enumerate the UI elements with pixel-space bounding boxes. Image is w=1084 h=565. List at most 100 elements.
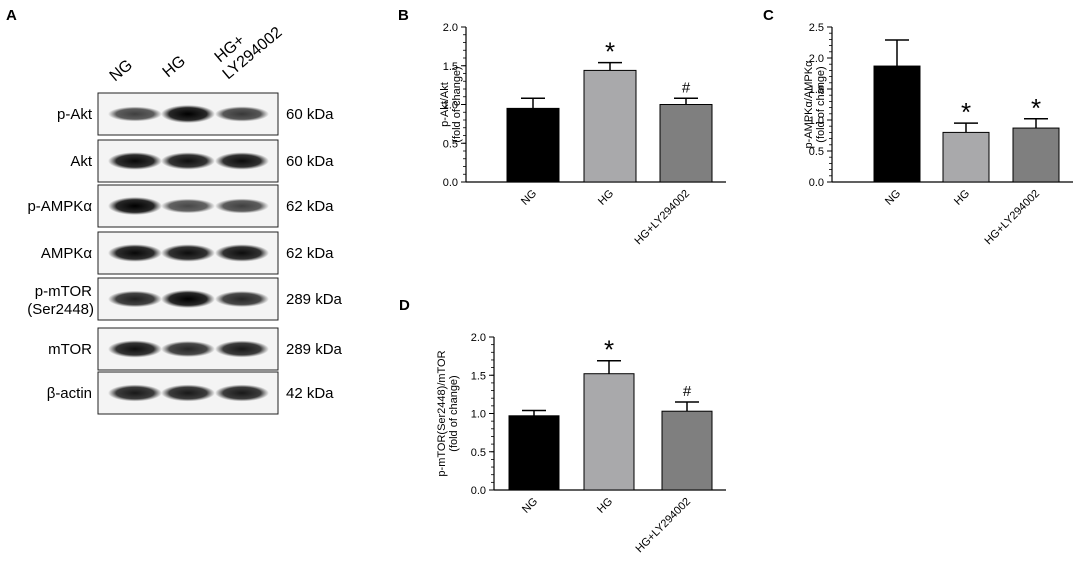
blot-band bbox=[161, 105, 215, 123]
blot-row: p-mTOR(Ser2448) 289 kDa bbox=[27, 277, 343, 321]
blot-kda: 62 kDa bbox=[286, 245, 334, 262]
significance-star: * bbox=[961, 97, 971, 127]
y-tick-label: 0.5 bbox=[443, 138, 458, 150]
y-tick-label: 2.0 bbox=[443, 22, 458, 34]
x-category-label: HG bbox=[952, 188, 972, 208]
y-axis-label-sub: (fold of change) bbox=[448, 375, 460, 451]
blot-label: p-AMPKα bbox=[27, 198, 92, 215]
bar bbox=[659, 104, 713, 183]
significance-star: * bbox=[1031, 93, 1041, 123]
blot-row: mTOR 289 kDa bbox=[48, 327, 343, 371]
blot-band bbox=[215, 198, 269, 214]
x-category-label: HG bbox=[596, 188, 616, 208]
y-axis-label: p-mTOR(Ser2448)/mTOR bbox=[436, 350, 448, 476]
bar bbox=[661, 410, 713, 491]
y-tick-label: 0.5 bbox=[471, 447, 486, 459]
y-tick-label: 1.5 bbox=[443, 61, 458, 73]
panel-a-letter: A bbox=[6, 7, 17, 24]
blot-label: p-Akt bbox=[57, 106, 93, 123]
panel-letter: D bbox=[399, 297, 410, 314]
lane-label-ng: NG bbox=[107, 57, 136, 85]
x-category-label: NG bbox=[520, 496, 540, 516]
blot-band bbox=[161, 290, 215, 308]
y-tick-label: 0.0 bbox=[471, 485, 486, 497]
bar bbox=[508, 415, 560, 491]
blot-band bbox=[108, 152, 162, 170]
blot-band bbox=[108, 384, 162, 402]
blot-band bbox=[215, 291, 269, 307]
blot-kda: 42 kDa bbox=[286, 385, 334, 402]
blot-band bbox=[161, 152, 215, 170]
significance-hash: # bbox=[683, 383, 692, 400]
x-category-label: HG bbox=[595, 496, 615, 516]
blot-row: AMPKα 62 kDa bbox=[41, 231, 334, 275]
y-tick-label: 1.0 bbox=[809, 115, 824, 127]
blot-row: Akt 60 kDa bbox=[70, 139, 334, 183]
lane-label-hg: HG bbox=[160, 53, 189, 81]
blot-row: p-AMPKα 62 kDa bbox=[27, 184, 334, 228]
blot-kda: 60 kDa bbox=[286, 106, 334, 123]
blot-kda: 289 kDa bbox=[286, 291, 343, 308]
y-tick-label: 2.5 bbox=[809, 22, 824, 34]
y-tick-label: 1.5 bbox=[471, 370, 486, 382]
bar bbox=[873, 65, 921, 183]
blot-band bbox=[161, 198, 215, 214]
panel-letter: C bbox=[763, 7, 774, 24]
y-tick-label: 0.5 bbox=[809, 146, 824, 158]
blot-band bbox=[161, 341, 215, 357]
y-tick-label: 1.5 bbox=[809, 84, 824, 96]
blot-label-sub: (Ser2448) bbox=[27, 301, 94, 318]
blot-band bbox=[161, 244, 215, 262]
blot-row: β-actin 42 kDa bbox=[47, 371, 334, 415]
blot-band bbox=[215, 106, 269, 122]
blot-band bbox=[215, 244, 269, 262]
blot-label: Akt bbox=[70, 153, 93, 170]
y-axis-label-sub: (fold of change) bbox=[451, 66, 463, 142]
x-category-label: HG+LY294002 bbox=[983, 188, 1043, 248]
y-tick-label: 0.0 bbox=[443, 177, 458, 189]
blot-band bbox=[215, 384, 269, 402]
y-tick-label: 1.0 bbox=[471, 409, 486, 421]
blot-row: p-Akt 60 kDa bbox=[57, 92, 334, 136]
blot-label: p-mTOR bbox=[35, 283, 92, 300]
significance-star: * bbox=[605, 37, 615, 67]
blot-band bbox=[108, 106, 162, 122]
bar bbox=[583, 373, 635, 491]
blot-band bbox=[108, 340, 162, 358]
bar bbox=[506, 107, 560, 183]
x-category-label: HG+LY294002 bbox=[633, 188, 693, 248]
bar bbox=[942, 131, 990, 183]
bar bbox=[583, 69, 637, 183]
y-tick-label: 0.0 bbox=[809, 177, 824, 189]
chart-d: D 0.0 0.5 1.0 1.5 2.0 p-mTOR(Ser2448)/mTOR (fol… bbox=[399, 297, 726, 555]
blot-label: mTOR bbox=[48, 341, 92, 358]
y-tick-label: 2.0 bbox=[809, 53, 824, 65]
blot-label: AMPKα bbox=[41, 245, 93, 262]
y-tick-label: 2.0 bbox=[471, 332, 486, 344]
panel-letter: B bbox=[398, 7, 409, 24]
y-tick-label: 1.0 bbox=[443, 100, 458, 112]
blot-band bbox=[161, 384, 215, 402]
blot-band bbox=[215, 152, 269, 170]
blot-band bbox=[108, 290, 162, 308]
blot-label: β-actin bbox=[47, 385, 92, 402]
chart-b: B 0.0 0.5 1.0 1.5 2.0 p-Akt/Akt (fold of change… bbox=[398, 7, 726, 247]
x-category-label: NG bbox=[519, 188, 539, 208]
y-axis-label-sub: (fold of change) bbox=[815, 66, 827, 142]
blot-band bbox=[108, 244, 162, 262]
x-category-label: HG+LY294002 bbox=[634, 496, 694, 556]
blot-band bbox=[215, 340, 269, 358]
significance-hash: # bbox=[682, 79, 691, 96]
y-axis-label: p-AMPKα/AMPKα bbox=[803, 60, 815, 149]
significance-star: * bbox=[604, 335, 614, 365]
chart-c: C 0.0 0.5 1.0 1.5 2.0 2.5 p-AMPKα/AMPKα (fold of… bbox=[763, 7, 1073, 247]
blot-kda: 60 kDa bbox=[286, 153, 334, 170]
bar bbox=[1012, 127, 1060, 183]
y-axis-label: p-Akt/Akt bbox=[439, 82, 451, 127]
blot-kda: 62 kDa bbox=[286, 198, 334, 215]
x-category-label: NG bbox=[883, 188, 903, 208]
blot-band bbox=[108, 197, 162, 215]
blot-kda: 289 kDa bbox=[286, 341, 343, 358]
